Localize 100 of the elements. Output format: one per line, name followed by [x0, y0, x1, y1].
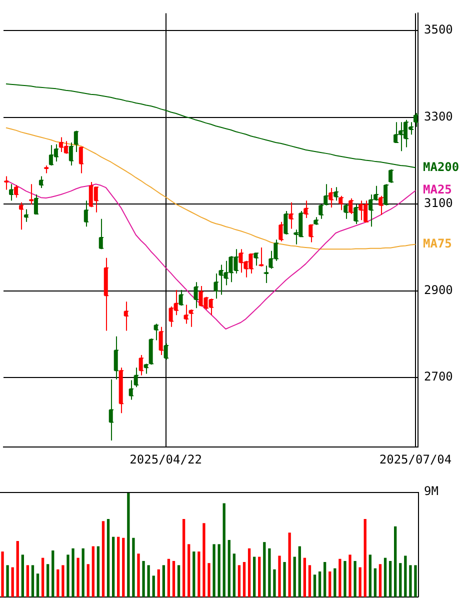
bar [268, 548, 271, 597]
bar [238, 565, 241, 597]
bar [368, 554, 372, 597]
bar [6, 565, 9, 597]
bar [283, 562, 286, 597]
bar [228, 540, 230, 597]
bar [293, 556, 296, 597]
candlestick [128, 380, 133, 400]
bar [31, 565, 34, 597]
series-label: MA25 [423, 182, 452, 197]
candlestick [328, 188, 333, 208]
bar [66, 554, 70, 597]
bar [308, 565, 312, 597]
bar [192, 552, 196, 597]
bar [56, 569, 60, 597]
bar [198, 552, 200, 597]
candlestick [318, 204, 323, 220]
series-label: MA75 [423, 236, 452, 251]
bar [11, 567, 14, 597]
bar [409, 565, 412, 597]
bar [354, 560, 356, 597]
bar [404, 556, 407, 597]
x-tick-label: 2025/07/04 [379, 452, 452, 466]
bar [1, 552, 4, 597]
candlestick [138, 354, 143, 376]
bar [273, 569, 276, 597]
bar [218, 544, 220, 597]
bar [142, 560, 145, 597]
bar [117, 536, 120, 597]
bar [127, 492, 130, 597]
bar [212, 544, 216, 597]
bar [358, 567, 362, 597]
bar [313, 574, 316, 597]
bar [374, 568, 377, 597]
bar [92, 546, 94, 597]
bar [106, 518, 110, 597]
bar [52, 550, 54, 597]
y-tick-label: 2700 [424, 370, 453, 384]
bar [16, 541, 19, 597]
bar [172, 560, 176, 597]
candlestick [334, 186, 338, 202]
x-tick-label: 2025/04/22 [130, 452, 202, 466]
bar [202, 523, 206, 597]
bar [414, 565, 417, 597]
bar [303, 558, 306, 597]
candlestick [78, 146, 83, 174]
bar [167, 558, 170, 597]
bar [46, 564, 50, 597]
bar [76, 558, 80, 597]
y-tick-label: 3300 [424, 109, 453, 124]
candlestick [114, 336, 118, 380]
candlestick [108, 378, 113, 441]
bar [378, 564, 382, 597]
bar [132, 538, 135, 597]
bar [137, 554, 140, 597]
candlestick [194, 282, 198, 309]
bar [96, 546, 100, 597]
bar [328, 571, 332, 597]
bar [36, 574, 40, 597]
bar [41, 558, 44, 597]
bar [263, 542, 266, 597]
y-tick-label: 3100 [424, 196, 453, 210]
bar [157, 569, 160, 597]
text: 9M [424, 484, 438, 498]
bar [318, 571, 322, 597]
bar [152, 576, 155, 597]
bar [388, 560, 392, 597]
bar [222, 503, 226, 597]
y-tick-label: 2900 [424, 282, 453, 297]
candlestick [134, 367, 138, 388]
bar [122, 538, 125, 597]
bar [112, 536, 115, 597]
bar [334, 568, 336, 597]
bar [348, 554, 352, 597]
bar [364, 518, 366, 597]
bar [399, 563, 402, 597]
y-tick-label: 3500 [424, 22, 453, 37]
bar [21, 554, 24, 597]
bar [147, 565, 150, 597]
bar [278, 556, 281, 597]
bar [62, 565, 64, 597]
bar [182, 518, 186, 597]
bar [232, 554, 236, 597]
candlestick [284, 210, 288, 235]
bar [188, 544, 190, 597]
candlestick [24, 208, 28, 222]
bar [288, 532, 291, 597]
bar [324, 562, 326, 597]
candlestick [308, 224, 313, 243]
bar [242, 562, 246, 597]
bar [338, 558, 342, 597]
candlestick [68, 142, 73, 166]
series-label: MA200 [423, 160, 460, 174]
candlestick [74, 130, 78, 153]
bar [258, 556, 261, 597]
bar [208, 563, 210, 597]
bar [298, 546, 301, 597]
bar [162, 565, 166, 597]
bar [177, 565, 180, 597]
bar [252, 556, 256, 597]
